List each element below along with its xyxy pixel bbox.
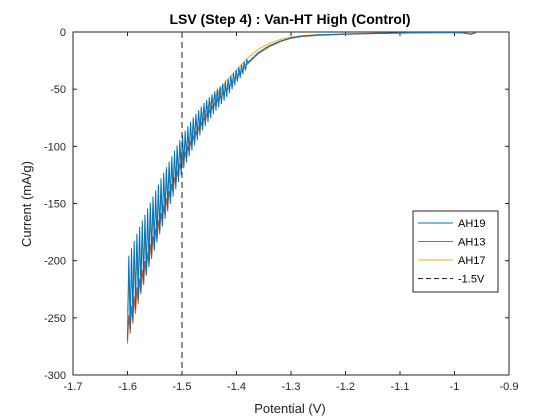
- legend-label-15v: -1.5V: [458, 274, 485, 286]
- x-tick-label: -1.7: [64, 381, 83, 393]
- y-tick-label: -100: [44, 141, 66, 153]
- x-axis-label: Potential (V): [254, 401, 326, 416]
- y-tick-label: -300: [44, 370, 66, 382]
- chart-title: LSV (Step 4) : Van-HT High (Control): [169, 11, 410, 27]
- y-tick-label: -150: [44, 199, 66, 211]
- x-tick-label: -0.9: [500, 381, 519, 393]
- axes-box: [72, 31, 510, 376]
- x-tick-label: -1.1: [391, 381, 410, 393]
- x-tick-label: -1.3: [282, 381, 301, 393]
- y-tick-label: -200: [44, 256, 66, 268]
- x-tick-label: -1.5: [173, 381, 192, 393]
- x-tick-label: -1.4: [227, 381, 246, 393]
- plot-area: -1.7 -1.6 -1.5 -1.4 -1.3 -1.2 -1.1 -1 -0.9 0 -50 -1…: [44, 27, 519, 393]
- x-tick-label: -1.6: [118, 381, 137, 393]
- x-tick-label: -1: [450, 381, 460, 393]
- series-line-ah19: [127, 32, 477, 340]
- y-axis-label: Current (mA/g): [19, 161, 34, 247]
- y-tick-label: -50: [50, 84, 66, 96]
- y-tick-label: -250: [44, 313, 66, 325]
- legend-label-ah19: AH19: [458, 218, 486, 230]
- legend: AH19 AH13 AH17 -1.5V: [412, 210, 499, 293]
- legend-label-ah17: AH17: [458, 255, 486, 267]
- x-tick-label: -1.2: [336, 381, 355, 393]
- y-tick-label: 0: [60, 27, 66, 39]
- legend-label-ah13: AH13: [458, 237, 486, 249]
